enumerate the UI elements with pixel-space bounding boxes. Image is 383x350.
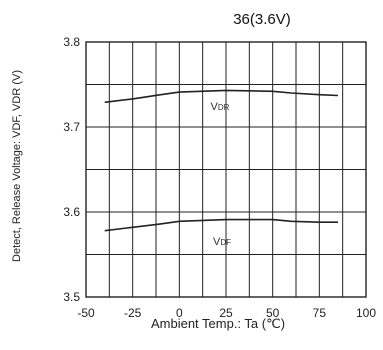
tick-labels: -50 -25 0 25 50 75 100 3.5 3.6 3.7 3.8 [63, 35, 376, 320]
x-tick-label: -25 [124, 306, 142, 320]
x-axis-title: Ambient Temp.: Ta (℃) [151, 316, 285, 331]
series-lines [104, 89, 339, 232]
y-axis-title: Detect, Release Voltage: VDF, VDR (V) [11, 70, 23, 262]
series-label-main: V [211, 101, 219, 113]
series-label-vdr: VDR [211, 101, 230, 113]
y-tick-label: 3.5 [63, 290, 80, 304]
x-tick-label: 100 [356, 306, 376, 320]
series-label-main: V [213, 236, 221, 248]
x-tick-label: -50 [77, 306, 95, 320]
series-line-vdr [104, 89, 339, 104]
y-tick-label: 3.8 [63, 35, 80, 49]
x-tick-label: 50 [266, 306, 280, 320]
grid [85, 41, 367, 298]
x-tick-label: 75 [313, 306, 327, 320]
series-label-subscript: DR [218, 103, 230, 112]
y-tick-label: 3.7 [63, 120, 80, 134]
y-tick-label: 3.6 [63, 205, 80, 219]
chart-title: 36(3.6V) [233, 11, 291, 28]
series-label-subscript: DF [220, 238, 231, 247]
x-tick-label: 0 [176, 306, 183, 320]
x-tick-label: 25 [219, 306, 233, 320]
series-label-vdf: VDF [213, 236, 231, 248]
series-line-vdf [104, 218, 338, 232]
